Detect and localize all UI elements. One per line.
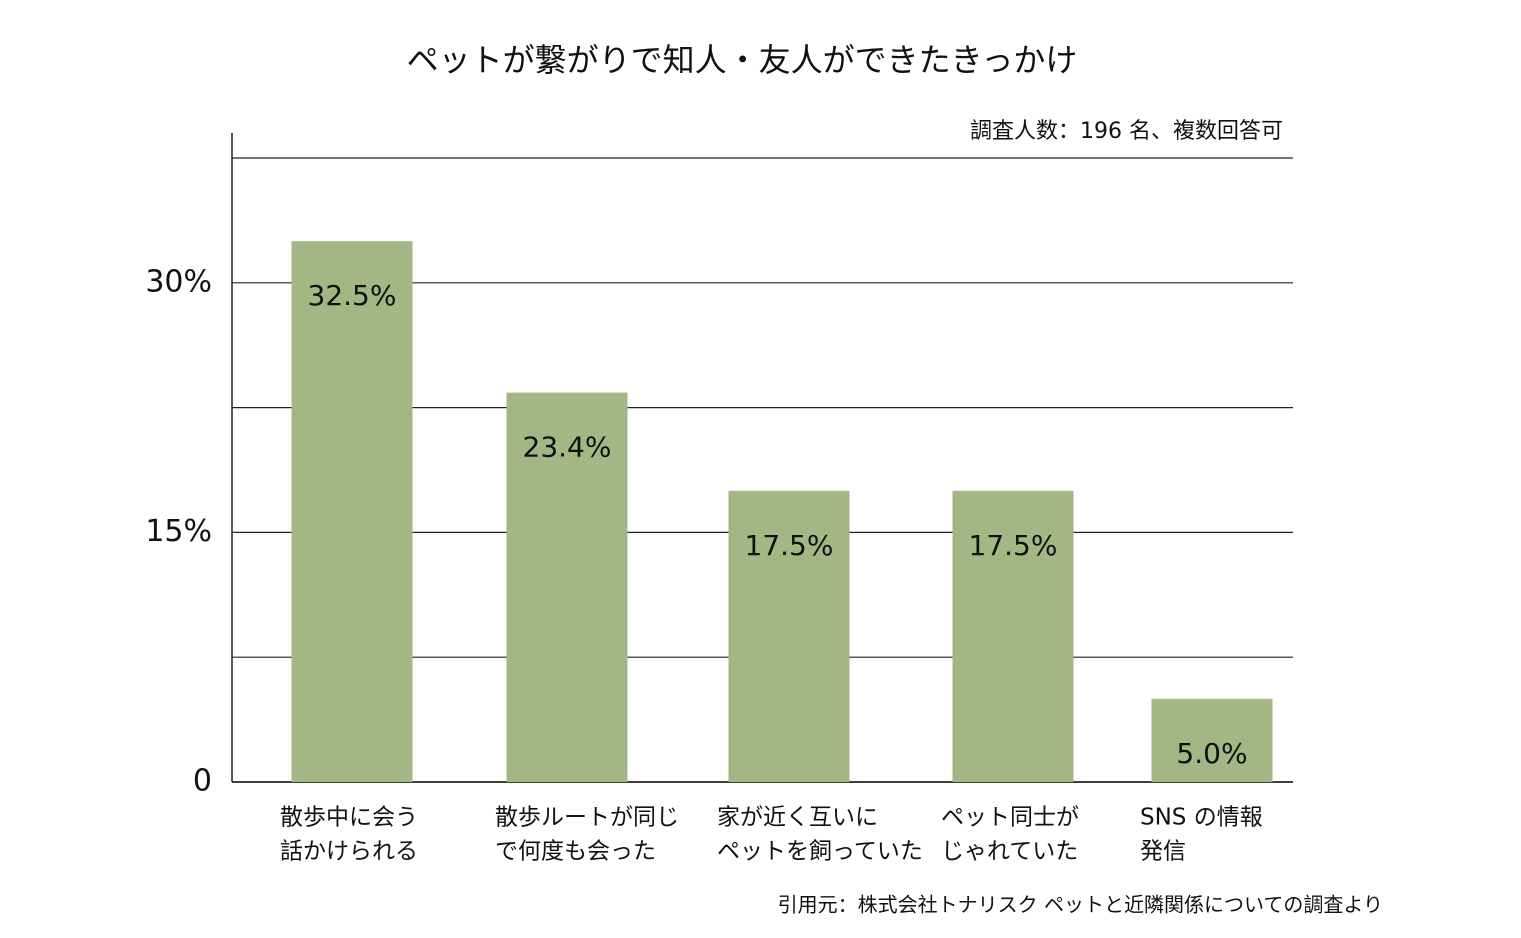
- x-tick-label: 家が近く互いに: [717, 805, 878, 831]
- x-tick-label: 散歩ルートが同じ: [495, 805, 679, 831]
- x-tick-label: SNS の情報: [1140, 805, 1263, 831]
- bar: [952, 490, 1074, 782]
- chart-subtitle: 調査人数：196 名、複数回答可: [970, 119, 1283, 144]
- source-note: 引用元：株式会社トナリスク ペットと近隣関係についての調査より: [778, 893, 1383, 917]
- value-label: 5.0%: [1176, 737, 1247, 770]
- value-label: 17.5%: [969, 529, 1058, 562]
- x-tick-label: ペット同士が: [941, 805, 1079, 831]
- value-label: 32.5%: [308, 279, 397, 312]
- chart-title: ペットが繋がりで知人・友人ができたきっかけ: [407, 41, 1078, 79]
- y-tick-label: 15%: [145, 514, 212, 549]
- bar: [291, 241, 413, 782]
- bar: [506, 392, 628, 782]
- x-tick-label: 散歩中に会う: [280, 805, 418, 831]
- x-tick-label: ペットを飼っていた: [717, 839, 923, 865]
- value-label: 17.5%: [745, 529, 834, 562]
- y-tick-label: 30%: [145, 264, 212, 299]
- bar: [728, 490, 850, 782]
- value-label: 23.4%: [523, 431, 612, 464]
- x-tick-label: 発信: [1140, 839, 1186, 865]
- x-tick-label: 話かけられる: [280, 839, 418, 865]
- x-tick-label: で何度も会った: [495, 839, 656, 865]
- bar: [1151, 698, 1273, 782]
- x-tick-label: じゃれていた: [941, 839, 1078, 865]
- y-tick-label: 0: [193, 764, 212, 799]
